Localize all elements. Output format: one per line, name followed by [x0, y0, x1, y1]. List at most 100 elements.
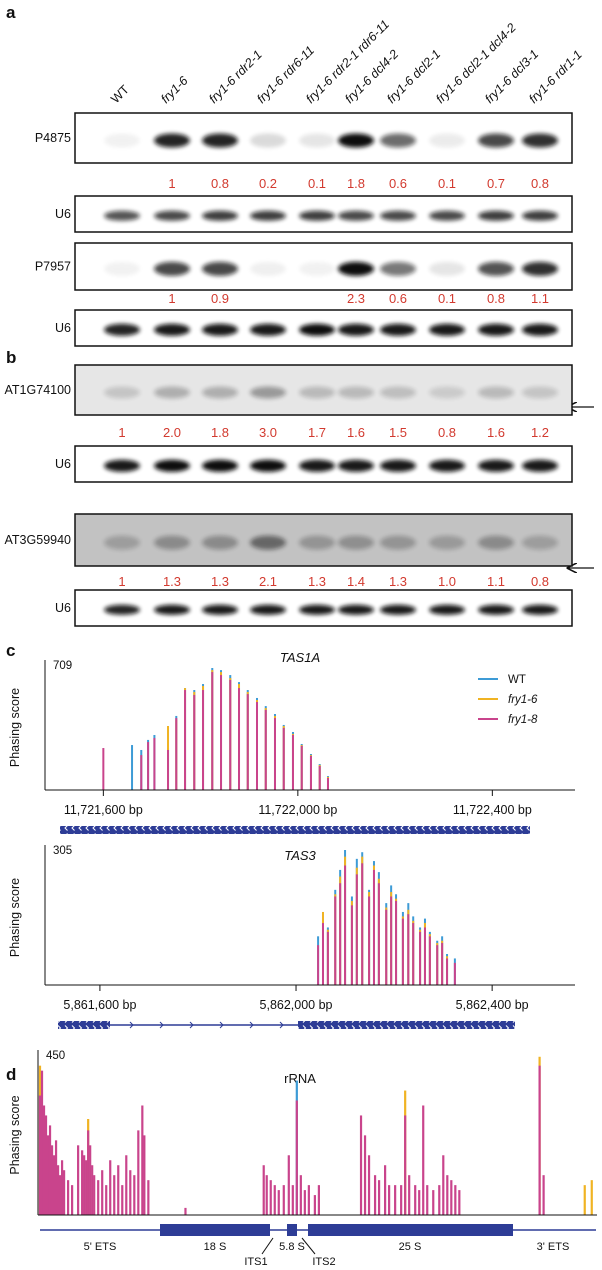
quant-value: 2.1	[259, 574, 277, 589]
band	[429, 459, 465, 472]
bar	[256, 702, 258, 790]
chart-title: TAS3	[284, 848, 316, 863]
bar	[407, 914, 410, 985]
bar	[77, 1145, 80, 1215]
bar	[97, 1180, 100, 1215]
bar	[441, 942, 444, 985]
bar	[400, 1185, 403, 1215]
band	[202, 459, 238, 472]
bar	[412, 923, 415, 985]
band	[338, 323, 374, 336]
bar	[113, 1175, 116, 1215]
blot-label: AT1G74100	[5, 383, 72, 397]
bar	[133, 1175, 136, 1215]
bar	[388, 1185, 391, 1215]
bar	[377, 1180, 381, 1215]
bar	[56, 1165, 60, 1215]
region-label: 3' ETS	[537, 1241, 570, 1253]
band	[338, 133, 374, 148]
quant-value: 0.8	[438, 425, 456, 440]
band	[478, 210, 514, 221]
band	[154, 261, 190, 276]
bar	[89, 1145, 92, 1215]
quant-value: 0.8	[531, 176, 549, 191]
band	[338, 261, 374, 276]
band	[429, 261, 465, 276]
blot-label: U6	[55, 601, 71, 615]
quant-value: 0.8	[531, 574, 549, 589]
band	[250, 386, 286, 399]
bar	[390, 896, 393, 985]
panel-label: b	[6, 348, 16, 367]
band	[202, 210, 238, 221]
quant-value: 1	[118, 425, 125, 440]
band	[154, 386, 190, 399]
band	[429, 323, 465, 336]
band	[522, 261, 558, 276]
band	[104, 323, 140, 336]
region-label: 5' ETS	[84, 1241, 117, 1253]
band	[202, 133, 238, 148]
bar	[317, 945, 320, 985]
x-tick-label: 5,862,000 bp	[260, 998, 333, 1012]
lane-label: fry1-6	[158, 74, 191, 107]
bar	[404, 1115, 407, 1215]
band	[299, 323, 335, 336]
y-tick-label: 450	[46, 1050, 65, 1062]
band	[338, 604, 374, 615]
quant-value: 1.6	[347, 425, 365, 440]
bar	[265, 1175, 268, 1215]
quant-value: 1.8	[347, 176, 365, 191]
bar	[273, 1185, 276, 1215]
band	[522, 604, 558, 615]
band	[380, 459, 416, 472]
bar	[350, 905, 353, 985]
bar	[246, 694, 249, 790]
band	[250, 323, 286, 336]
bar	[147, 742, 150, 790]
y-tick-label: 305	[53, 845, 72, 857]
quant-value: 1.7	[308, 425, 326, 440]
chart-title: TAS1A	[280, 650, 320, 665]
region-label: ITS1	[244, 1256, 267, 1268]
blot-label: U6	[55, 207, 71, 221]
band	[478, 386, 514, 399]
bar	[422, 1105, 425, 1215]
bar	[184, 1207, 187, 1215]
quant-value: 1.8	[211, 425, 229, 440]
bar	[131, 745, 134, 790]
bar	[309, 755, 312, 790]
bar	[414, 1185, 417, 1215]
x-tick-label: 11,721,600 bp	[64, 803, 143, 817]
band	[250, 210, 286, 221]
band	[522, 535, 558, 550]
bar	[42, 1105, 46, 1215]
bar	[269, 1180, 272, 1215]
quant-value: 0.6	[389, 176, 407, 191]
bar	[87, 1130, 90, 1215]
bar	[373, 1175, 377, 1215]
legend-label: fry1-8	[508, 714, 538, 726]
bar	[143, 1135, 146, 1215]
bar	[339, 883, 342, 985]
band	[429, 133, 465, 148]
bar	[282, 727, 285, 790]
bar	[105, 1185, 108, 1215]
bar	[147, 1180, 150, 1215]
lane-label: WT	[108, 82, 132, 106]
bar	[426, 1185, 429, 1215]
y-axis-label: Phasing score	[8, 1095, 22, 1174]
bar	[101, 1170, 104, 1215]
bar	[318, 766, 321, 790]
bar	[401, 918, 404, 985]
quant-value: 0.8	[487, 291, 505, 306]
bar	[303, 1190, 306, 1215]
rrna-track	[40, 1224, 596, 1255]
bar	[117, 1165, 120, 1215]
band	[202, 535, 238, 550]
quant-value: 1	[118, 574, 125, 589]
blot-label: P7957	[35, 260, 71, 274]
band	[299, 459, 335, 472]
x-tick-label: 5,861,600 bp	[63, 998, 136, 1012]
quant-value: 3.0	[259, 425, 277, 440]
